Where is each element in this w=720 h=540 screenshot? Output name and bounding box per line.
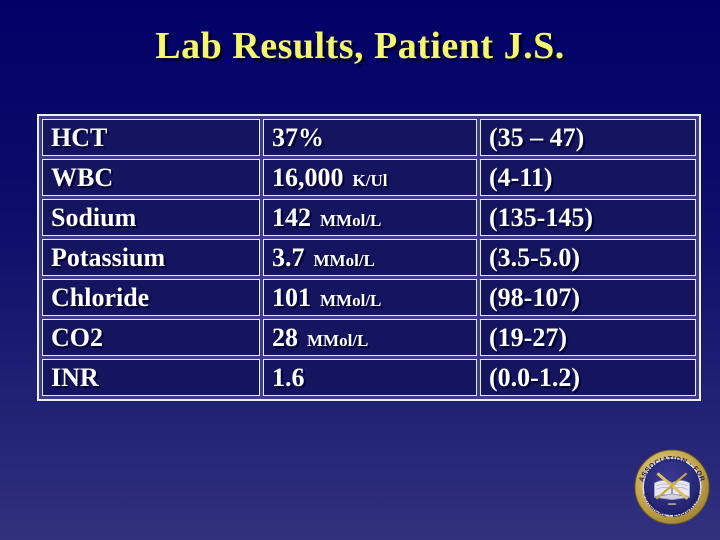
cell-value: 142 MMol/L <box>263 199 477 236</box>
cell-value: 3.7 MMol/L <box>263 239 477 276</box>
cell-test-name: INR <box>42 359 260 396</box>
value-unit: MMol/L <box>307 330 369 350</box>
cell-test-name: HCT <box>42 119 260 156</box>
value-unit: MMol/L <box>313 250 375 270</box>
value-text: 1.6 <box>272 362 305 392</box>
cell-range: (35 – 47) <box>480 119 696 156</box>
table-row: CO2 28 MMol/L (19-27) <box>42 319 696 356</box>
cell-value: 1.6 <box>263 359 477 396</box>
cell-range: (0.0-1.2) <box>480 359 696 396</box>
cell-test-name: Potassium <box>42 239 260 276</box>
table-row: INR 1.6 (0.0-1.2) <box>42 359 696 396</box>
value-unit: MMol/L <box>320 290 382 310</box>
value-text: 101 <box>272 282 311 312</box>
cell-range: (19-27) <box>480 319 696 356</box>
value-unit: MMol/L <box>320 210 382 230</box>
table-row: WBC 16,000 K/Ul (4-11) <box>42 159 696 196</box>
cell-test-name: Sodium <box>42 199 260 236</box>
value-text: 37% <box>272 122 324 152</box>
cell-test-name: Chloride <box>42 279 260 316</box>
table-row: Potassium 3.7 MMol/L (3.5-5.0) <box>42 239 696 276</box>
cell-value: 16,000 K/Ul <box>263 159 477 196</box>
cell-test-name: WBC <box>42 159 260 196</box>
cell-value: 37% <box>263 119 477 156</box>
table-row: Chloride 101 MMol/L (98-107) <box>42 279 696 316</box>
value-text: 16,000 <box>272 162 344 192</box>
cell-value: 28 MMol/L <box>263 319 477 356</box>
value-text: 28 <box>272 322 298 352</box>
value-unit: K/Ul <box>352 170 388 190</box>
ase-seal-logo: ASSOCIATION · FOR SURGICAL · EDUCATION <box>633 448 711 526</box>
value-text: 142 <box>272 202 311 232</box>
cell-test-name: CO2 <box>42 319 260 356</box>
crossed-lines-icon <box>655 472 689 500</box>
value-text: 3.7 <box>272 242 305 272</box>
seal-icon: ASSOCIATION · FOR SURGICAL · EDUCATION <box>634 449 710 525</box>
cell-range: (4-11) <box>480 159 696 196</box>
cell-value: 101 MMol/L <box>263 279 477 316</box>
table-row: HCT 37% (35 – 47) <box>42 119 696 156</box>
lab-results-table: HCT 37% (35 – 47) WBC 16,000 K/Ul (4-11) … <box>37 114 701 401</box>
open-book-icon <box>654 480 690 501</box>
cell-range: (135-145) <box>480 199 696 236</box>
table-row: Sodium 142 MMol/L (135-145) <box>42 199 696 236</box>
cell-range: (98-107) <box>480 279 696 316</box>
cell-range: (3.5-5.0) <box>480 239 696 276</box>
page-title: Lab Results, Patient J.S. <box>155 25 565 67</box>
